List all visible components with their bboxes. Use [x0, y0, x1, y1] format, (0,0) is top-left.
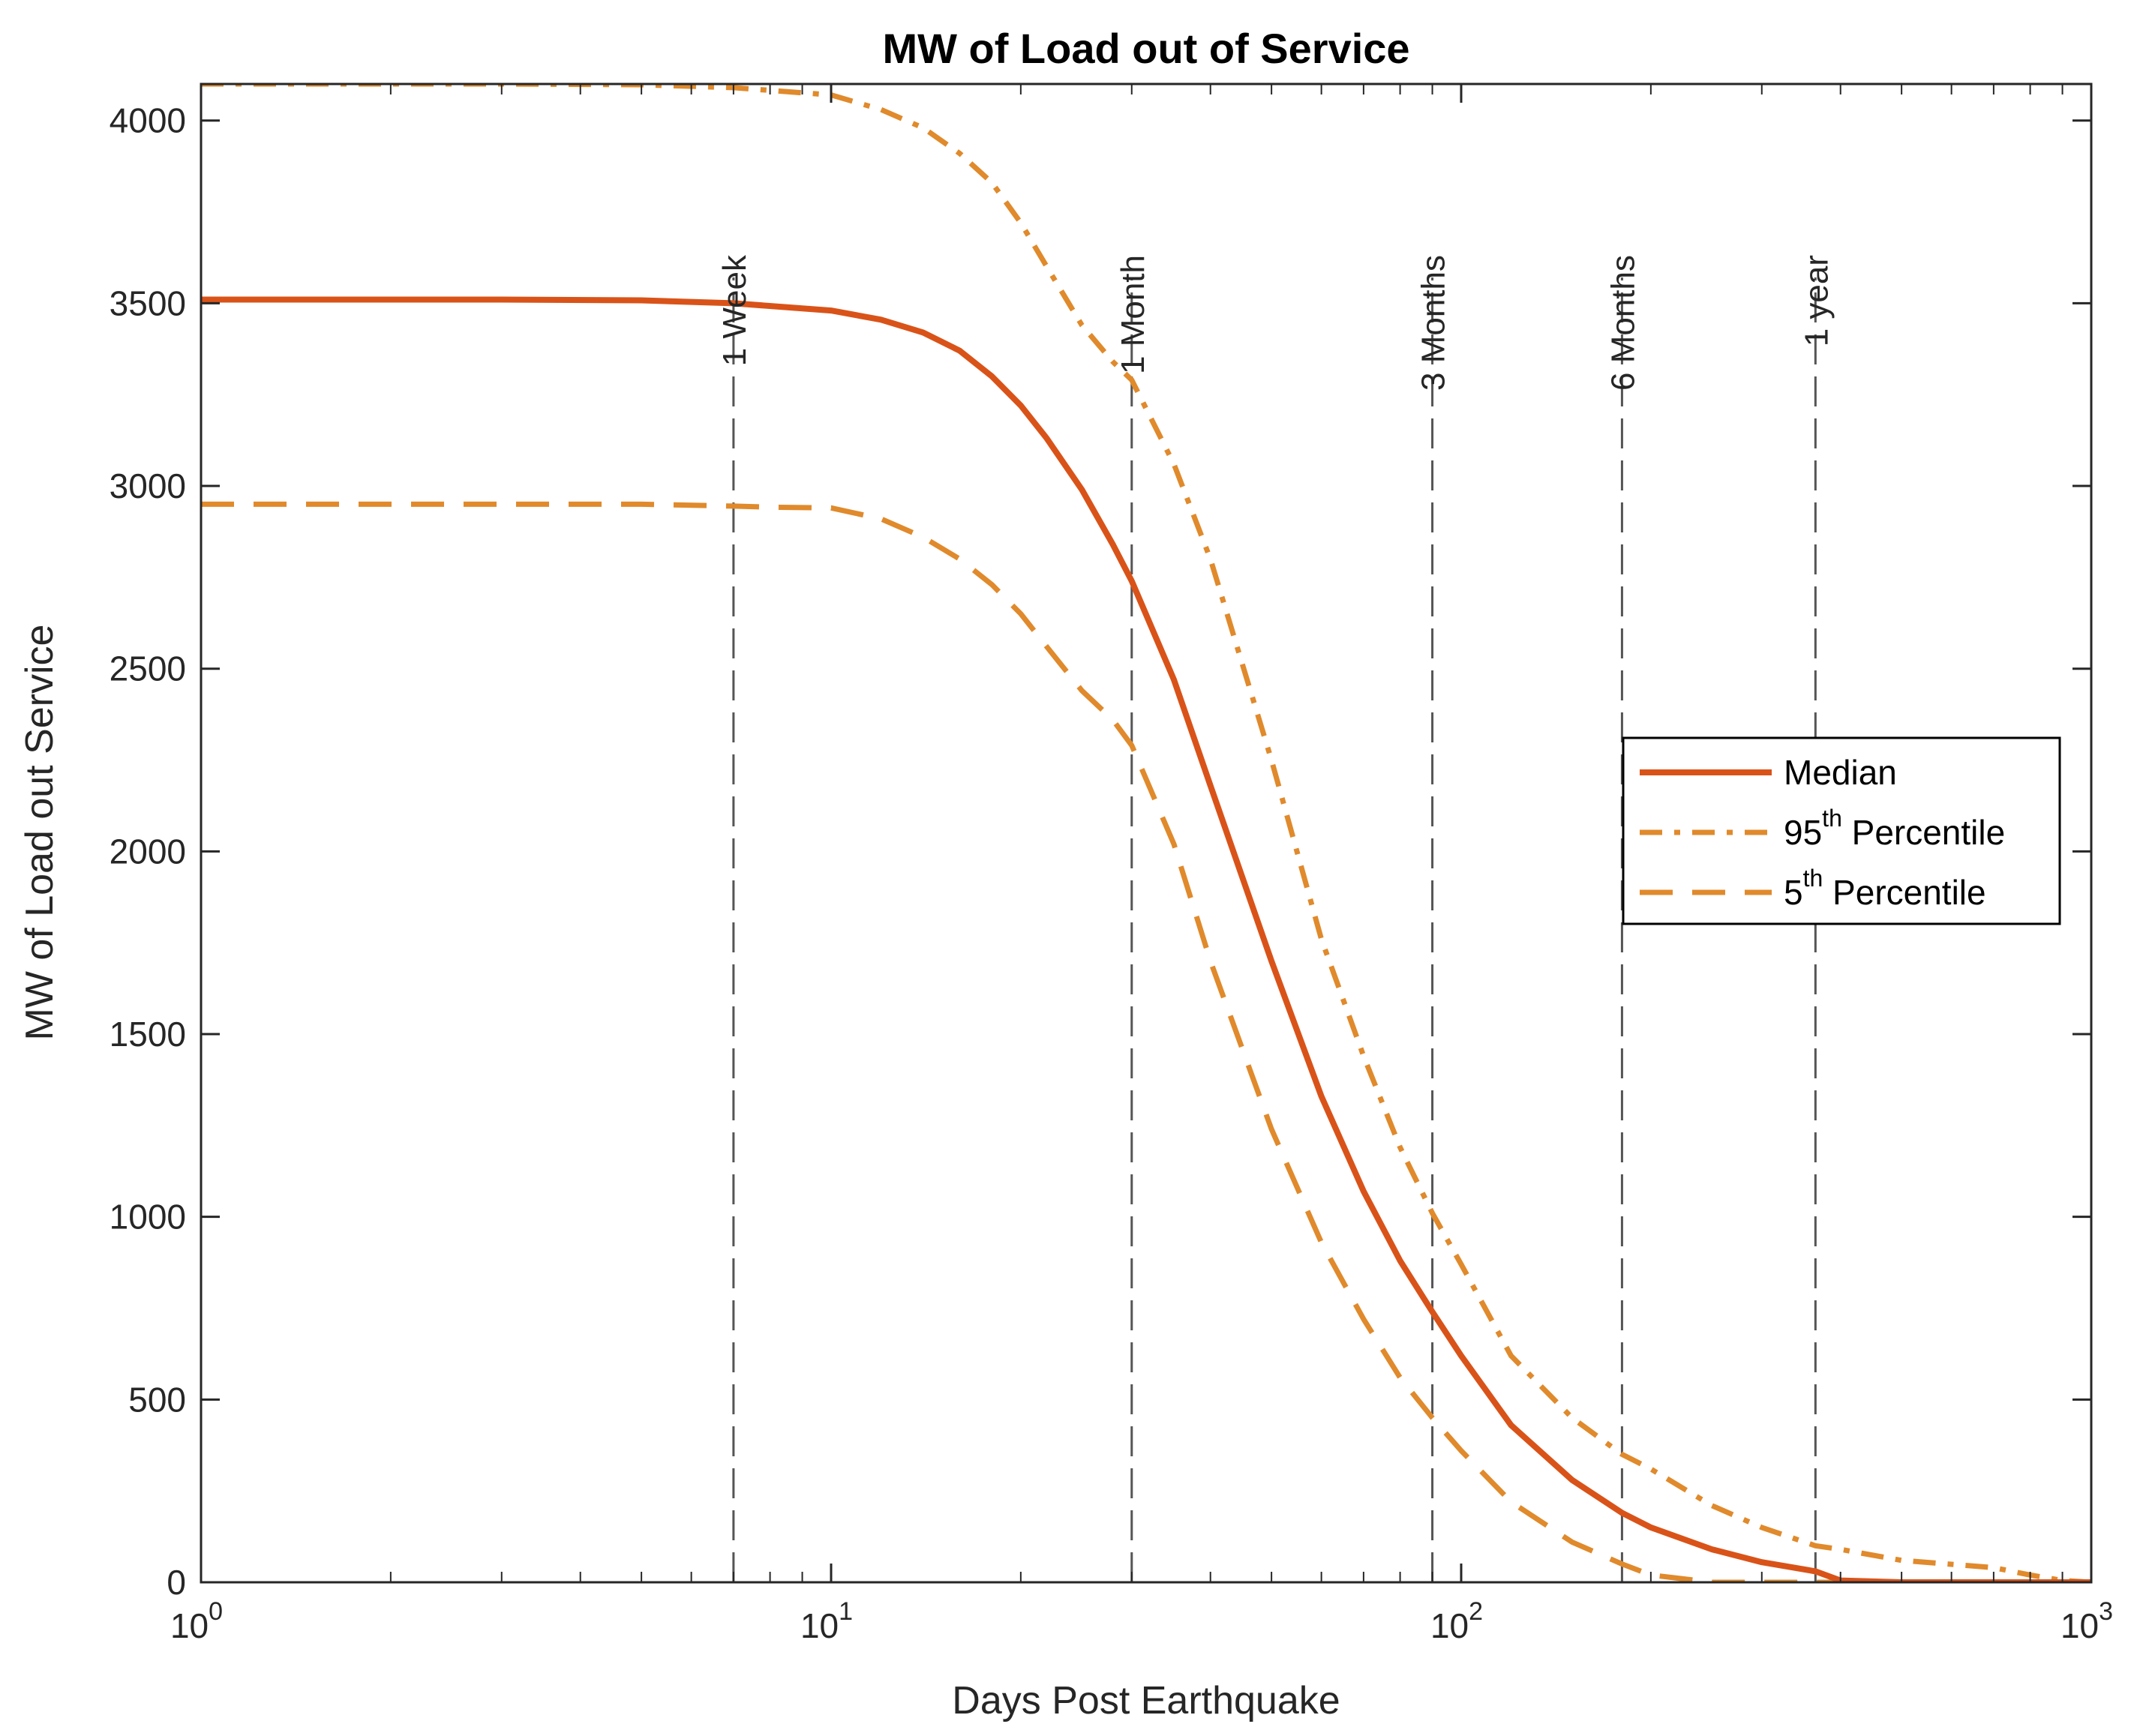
series-line-median — [201, 296, 2091, 1582]
x-axis-label: Days Post Earthquake — [952, 1679, 1340, 1723]
legend: Median 95th Percentile 5th Percentile — [1622, 736, 2061, 925]
reference-label-1-week: 1 Week — [716, 254, 753, 366]
reference-label-3-months: 3 Months — [1415, 255, 1452, 391]
y-tick-label: 2000 — [110, 832, 186, 871]
y-tick-label: 3000 — [110, 466, 186, 505]
legend-item-95th: 95th Percentile — [1640, 805, 2005, 852]
legend-item-median: Median — [1640, 753, 1897, 792]
legend-label-95th: 95th Percentile — [1784, 805, 2005, 852]
legend-label-median: Median — [1784, 753, 1897, 792]
series-layer — [201, 84, 2091, 1582]
series-line-95th-percentile — [201, 84, 2091, 1582]
series-line-5th-percentile — [201, 501, 2091, 1582]
reference-lines — [732, 277, 1817, 1582]
y-axis-label: MW of Load out Service — [18, 625, 62, 1041]
x-tick-label: 102 — [1430, 1597, 1483, 1645]
chart-title: MW of Load out of Service — [882, 25, 1409, 72]
y-tick-label: 2500 — [110, 649, 186, 688]
y-tick-label: 0 — [167, 1563, 186, 1602]
y-tick-label: 1500 — [110, 1015, 186, 1054]
x-tick-label: 103 — [2060, 1597, 2113, 1645]
reference-label-1-year: 1 year — [1798, 255, 1835, 346]
legend-item-5th: 5th Percentile — [1640, 865, 1986, 912]
x-tick-label: 100 — [170, 1597, 223, 1645]
y-tick-label: 500 — [128, 1380, 186, 1419]
reference-labels: 1 Week 1 Month 3 Months 6 Months 1 year — [716, 254, 1835, 391]
y-tick-label: 1000 — [110, 1198, 186, 1237]
y-tick-label: 4000 — [110, 101, 186, 140]
y-tick-label: 3500 — [110, 283, 186, 322]
reference-label-6-months: 6 Months — [1604, 255, 1641, 391]
x-tick-label: 101 — [800, 1597, 853, 1645]
axis-ticks — [200, 84, 2093, 1584]
legend-label-5th: 5th Percentile — [1784, 865, 1986, 912]
tick-labels: 0 500 1000 1500 2000 2500 3000 3500 4000 100 101 10… — [110, 101, 2113, 1645]
reference-label-1-month: 1 Month — [1115, 255, 1151, 374]
plot-frame — [200, 82, 2093, 1584]
